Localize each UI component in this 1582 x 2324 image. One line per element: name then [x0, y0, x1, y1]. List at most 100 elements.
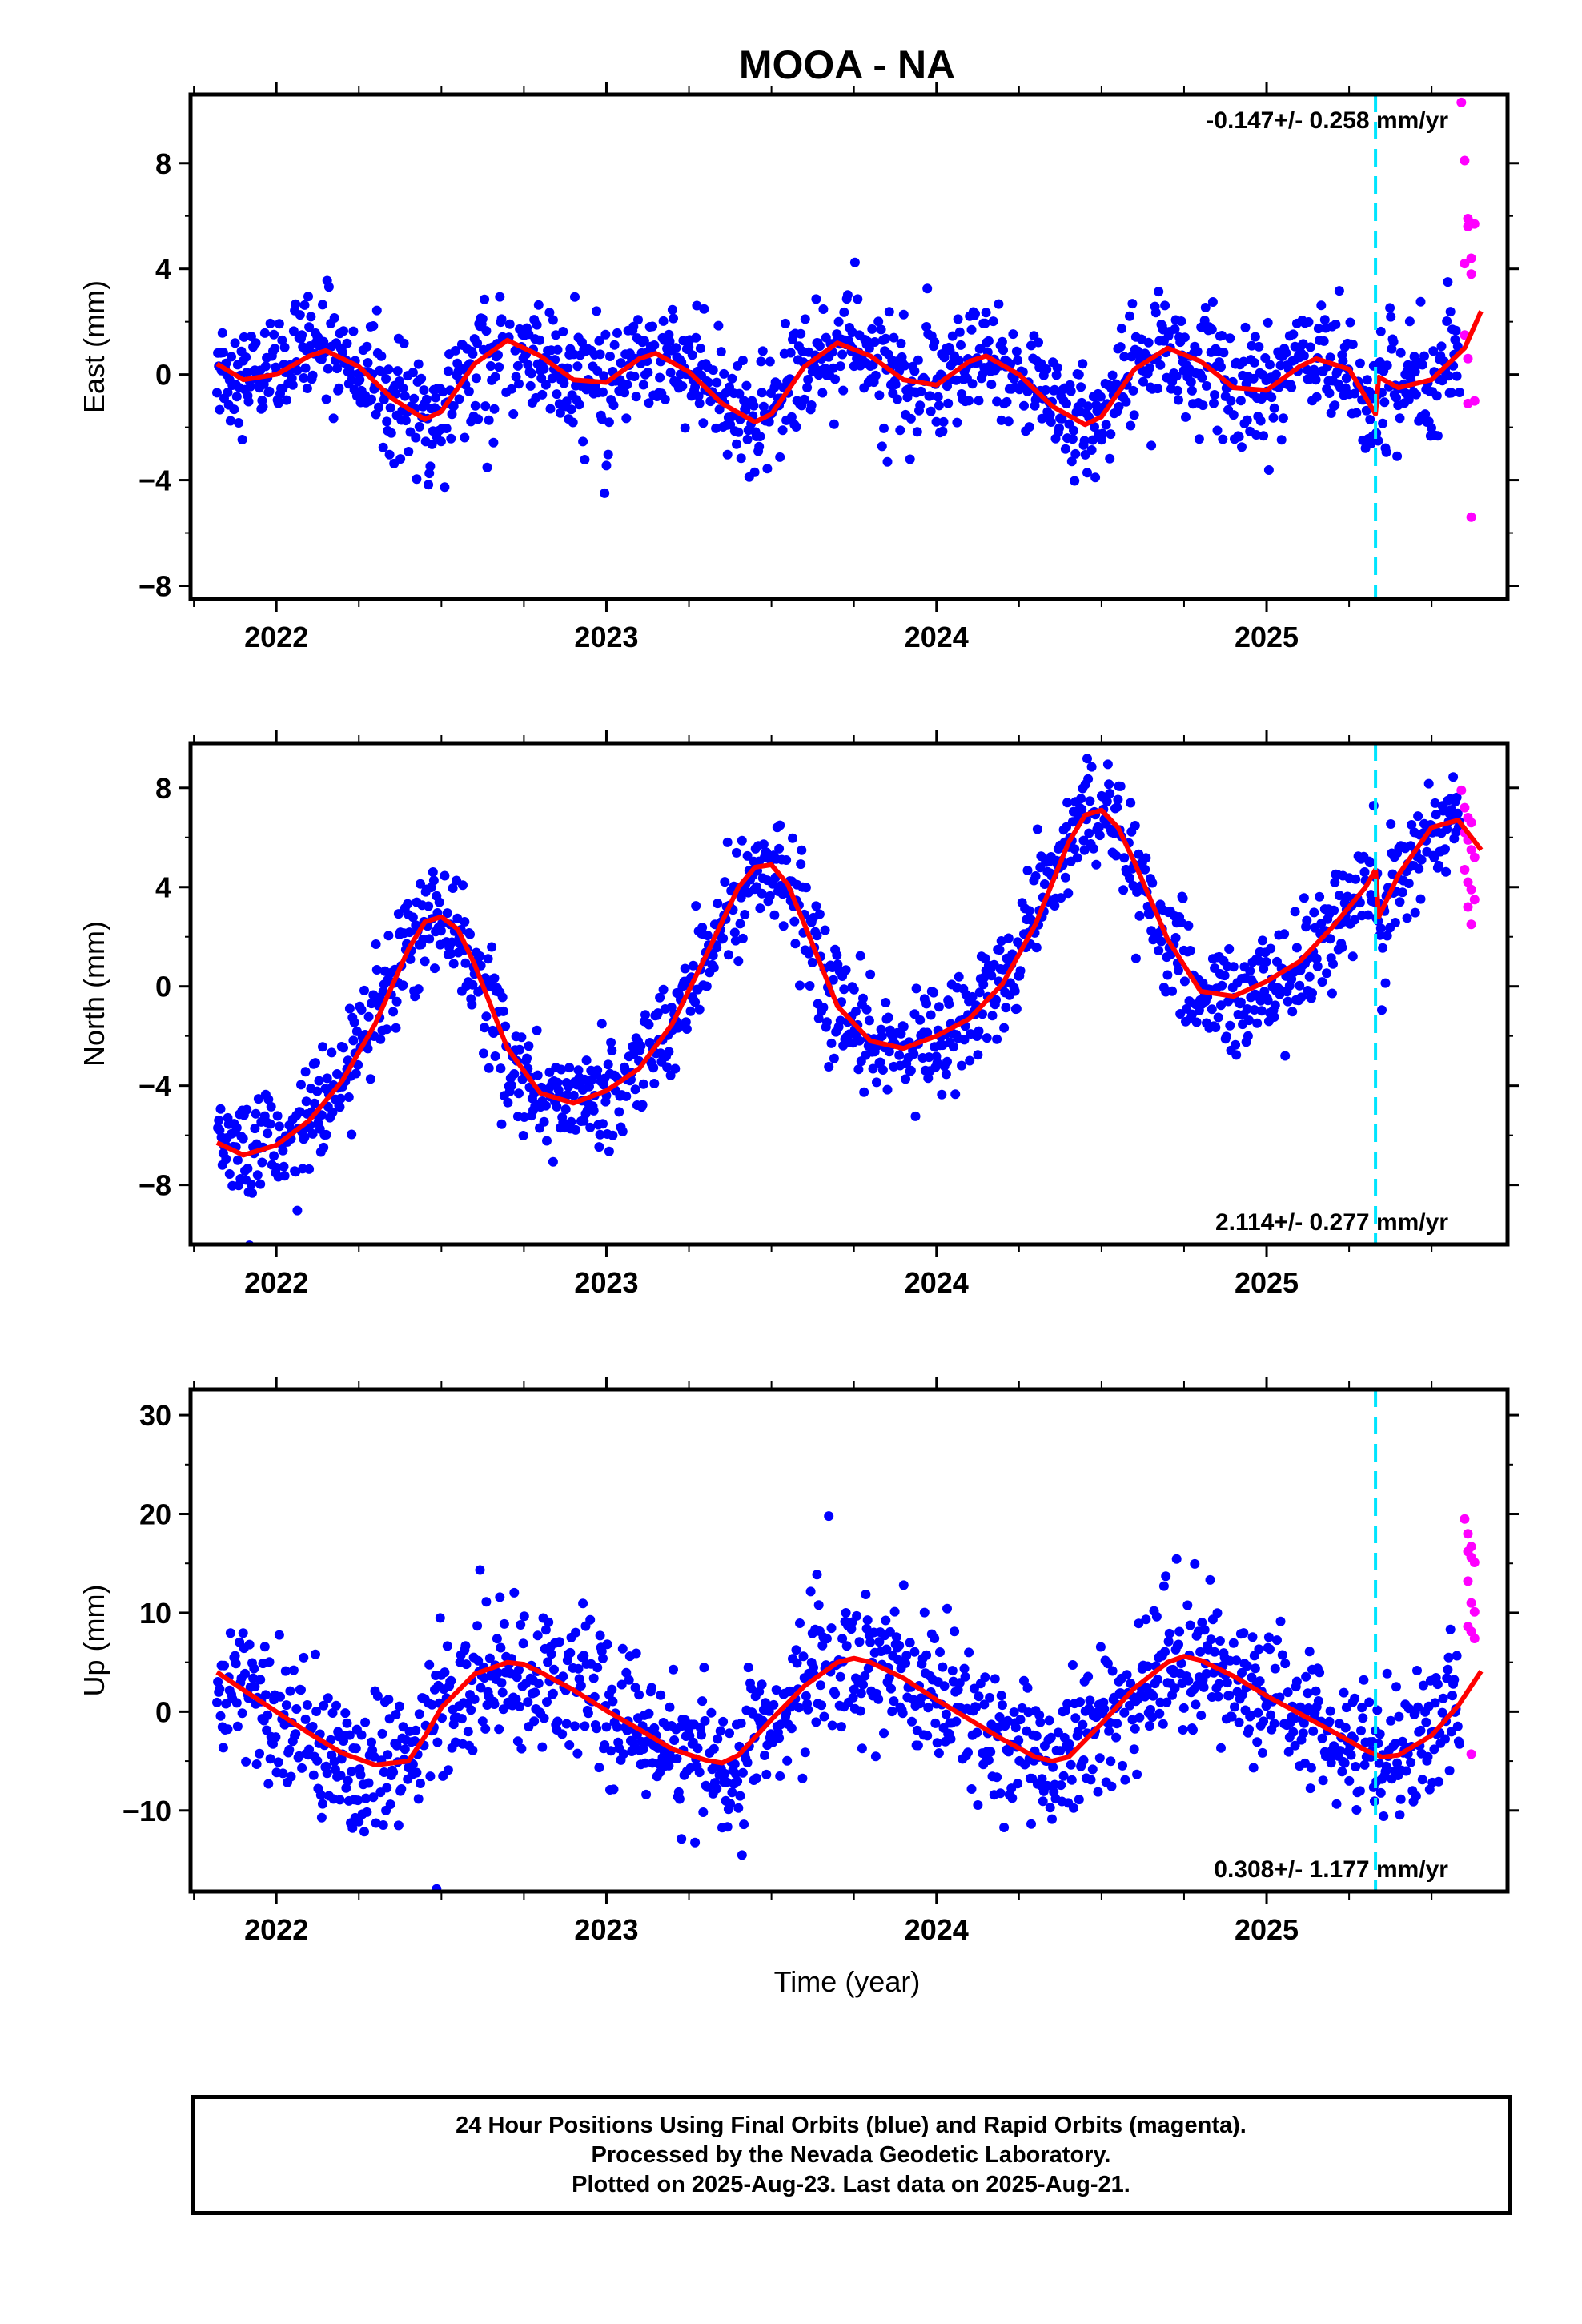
final-point: [1231, 1039, 1241, 1050]
final-point: [1014, 1735, 1024, 1746]
rapid-point: [1456, 785, 1467, 795]
final-point: [1366, 439, 1376, 449]
final-point: [286, 1771, 296, 1782]
final-point: [1423, 1751, 1433, 1762]
final-point: [570, 292, 580, 302]
final-point: [544, 308, 555, 318]
final-point: [980, 318, 990, 328]
final-point: [898, 1580, 909, 1590]
final-point: [1451, 325, 1461, 336]
rapid-point: [1460, 802, 1470, 813]
final-point: [384, 449, 395, 460]
final-point: [1255, 416, 1266, 426]
final-point: [1303, 317, 1314, 327]
final-point: [1125, 873, 1134, 883]
final-point: [292, 1205, 303, 1216]
final-point: [1106, 429, 1116, 440]
final-point: [774, 1733, 785, 1743]
final-point: [1313, 324, 1323, 334]
final-point: [451, 1737, 460, 1747]
final-point: [348, 326, 359, 336]
final-point: [621, 1667, 632, 1678]
final-point: [424, 934, 435, 944]
final-point: [1313, 1696, 1323, 1706]
final-point: [428, 867, 438, 877]
final-point: [237, 1708, 247, 1719]
final-point: [580, 455, 590, 464]
final-point: [1224, 944, 1235, 954]
final-point: [546, 1649, 556, 1659]
final-point: [471, 373, 481, 384]
final-point: [889, 1606, 900, 1617]
final-point: [603, 449, 613, 460]
final-point: [974, 396, 984, 406]
final-point: [861, 1590, 871, 1599]
final-point: [1144, 363, 1154, 373]
final-point: [929, 987, 939, 998]
final-point: [959, 1663, 970, 1674]
final-point: [367, 999, 376, 1009]
final-point: [515, 1701, 525, 1711]
final-point: [1351, 1805, 1362, 1815]
final-point: [1039, 879, 1050, 889]
final-point: [225, 1628, 235, 1638]
final-point: [1056, 1780, 1066, 1791]
final-point: [1261, 957, 1271, 967]
final-point: [982, 1033, 992, 1043]
final-point: [604, 1146, 614, 1156]
rapid-point: [1460, 155, 1470, 166]
final-point: [581, 1055, 592, 1066]
final-point: [1105, 453, 1115, 464]
final-point: [942, 1603, 952, 1614]
final-point: [1126, 1679, 1136, 1689]
final-point: [242, 368, 252, 378]
final-point: [275, 1691, 285, 1702]
final-point: [841, 1608, 851, 1618]
final-point: [1253, 1707, 1263, 1718]
final-point: [223, 388, 233, 397]
final-point: [1202, 1668, 1211, 1679]
final-point: [800, 314, 810, 324]
final-point: [424, 901, 434, 911]
final-point: [1441, 866, 1452, 877]
final-point: [516, 1032, 527, 1043]
final-point: [249, 1663, 259, 1674]
final-point: [875, 1057, 885, 1068]
final-point: [1226, 396, 1236, 406]
final-point: [960, 1671, 970, 1682]
final-point: [932, 1058, 942, 1068]
final-point: [972, 1727, 982, 1738]
final-point: [419, 385, 429, 396]
final-point: [1364, 1697, 1375, 1707]
final-point: [291, 299, 301, 309]
final-point: [1392, 1758, 1403, 1768]
final-point: [996, 1691, 1006, 1701]
final-point: [786, 412, 797, 422]
final-orbit-points: [212, 257, 1464, 498]
final-point: [796, 859, 806, 870]
final-point: [269, 329, 279, 340]
final-point: [347, 1767, 357, 1777]
final-point: [1130, 821, 1140, 830]
final-point: [1078, 835, 1089, 846]
final-point: [826, 1038, 837, 1048]
final-point: [353, 1795, 363, 1806]
final-point: [742, 1758, 753, 1767]
final-point: [864, 343, 874, 353]
final-point: [230, 338, 240, 348]
final-point: [967, 379, 978, 389]
final-point: [1161, 1571, 1171, 1582]
final-point: [1291, 943, 1302, 953]
final-point: [284, 1745, 295, 1755]
final-point: [606, 1037, 616, 1047]
final-point: [1269, 1012, 1279, 1022]
final-point: [1307, 988, 1317, 999]
final-point: [1377, 1005, 1387, 1015]
final-point: [479, 1048, 488, 1059]
final-point: [530, 1687, 540, 1698]
final-point: [552, 389, 562, 400]
final-point: [477, 1716, 488, 1727]
final-point: [889, 332, 899, 343]
final-point: [311, 1649, 320, 1659]
